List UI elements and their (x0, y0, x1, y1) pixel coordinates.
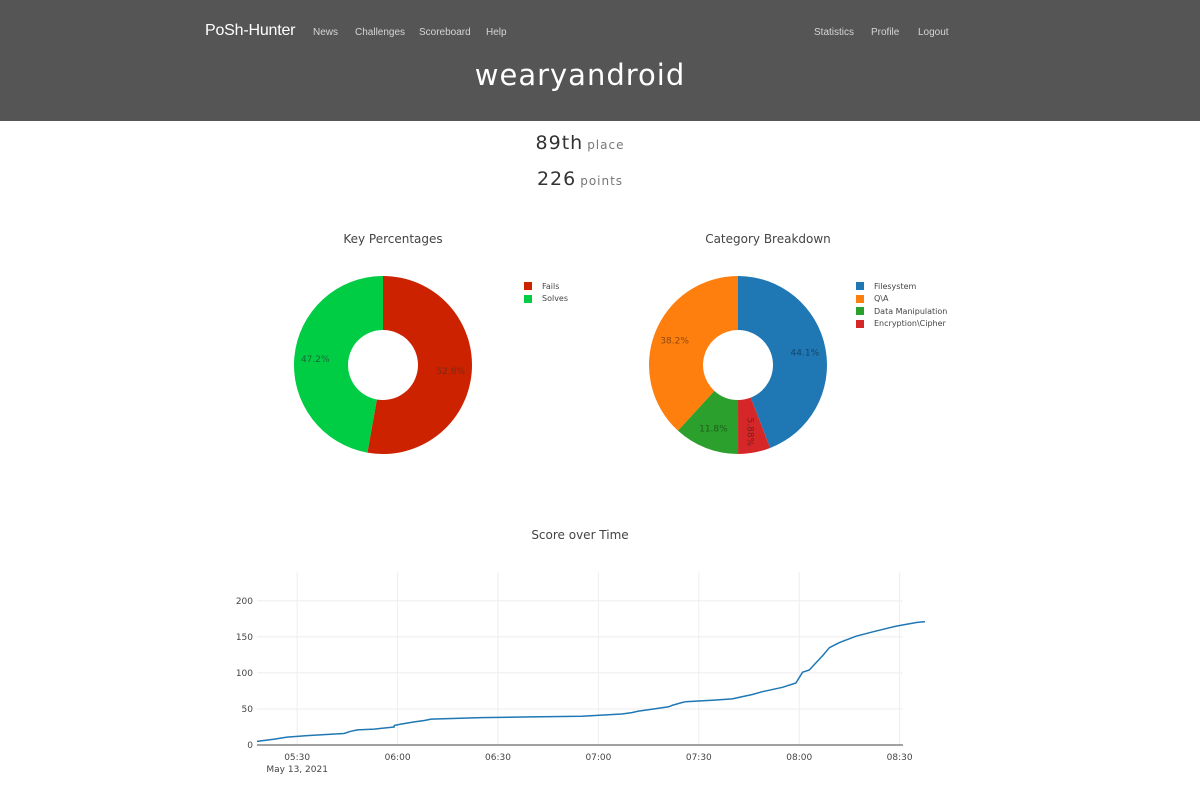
x-tick-label: 06:00 (385, 753, 411, 763)
pie-label-fails: 52.8% (436, 367, 465, 377)
y-tick-label: 200 (236, 597, 253, 607)
x-tick-label: 07:30 (686, 753, 712, 763)
score-over-time-chart: 0 50 100 150 200 05:30 06:00 06:30 07:00 07:30 08:… (236, 572, 925, 775)
navbar: PoSh-Hunter News Challenges Scoreboard H… (0, 0, 1200, 121)
legend-item-solves[interactable]: Solves (524, 293, 568, 306)
x-tick-label: 08:00 (786, 753, 812, 763)
pie-slice-q-a[interactable] (649, 276, 738, 431)
x-tick-label: 06:30 (485, 753, 511, 763)
pie-slice-filesystem[interactable] (738, 276, 827, 448)
points-label: points (580, 174, 624, 188)
legend-item-filesystem[interactable]: Filesystem (856, 280, 947, 293)
legend-item-data-manipulation[interactable]: Data Manipulation (856, 305, 947, 318)
pie-label-data-manipulation: 11.8% (699, 424, 728, 434)
nav-challenges[interactable]: Challenges (355, 27, 406, 38)
pie-slice-encryption-cipher[interactable] (738, 397, 771, 454)
pie-slice-solves[interactable] (294, 276, 383, 453)
legend-item-encryption[interactable]: Encryption\Cipher (856, 318, 947, 331)
key-percentages-chart: 52.8% 47.2% (294, 276, 473, 454)
legend-item-fails[interactable]: Fails (524, 280, 568, 293)
pie-label-filesystem: 44.1% (791, 348, 820, 358)
legend-label-data-manipulation: Data Manipulation (874, 306, 948, 316)
y-tick-label: 50 (242, 705, 254, 715)
legend-swatch-solves (524, 294, 532, 303)
points-stat: 226 points (0, 168, 1160, 190)
legend-label-qa: Q\A (874, 294, 889, 304)
score-line[interactable] (256, 582, 925, 743)
category-breakdown-title: Category Breakdown (705, 232, 831, 246)
legend-swatch-qa (856, 294, 864, 303)
pie-slice-data-manipulation[interactable] (677, 390, 739, 454)
nav-help[interactable]: Help (486, 27, 507, 38)
key-percentages-legend: Fails Solves (524, 280, 568, 305)
place-stat: 89th place (0, 132, 1160, 154)
key-percentages-title: Key Percentages (343, 232, 443, 246)
pie-label-q-a: 38.2% (660, 336, 689, 346)
legend-swatch-encryption (856, 319, 864, 328)
legend-label-filesystem: Filesystem (874, 281, 917, 291)
nav-statistics[interactable]: Statistics (814, 27, 855, 38)
score-over-time-title: Score over Time (531, 528, 629, 542)
legend-swatch-data-manipulation (856, 307, 864, 316)
brand-link[interactable]: PoSh-Hunter (205, 22, 296, 39)
x-date-label: May 13, 2021 (266, 765, 328, 775)
nav-logout[interactable]: Logout (918, 27, 949, 38)
y-tick-label: 150 (236, 633, 253, 643)
nav-profile[interactable]: Profile (871, 27, 900, 38)
pie-label-encryption-cipher: 5.88% (745, 418, 755, 447)
profile-username: wearyandroid (474, 58, 686, 92)
legend-label-encryption: Encryption\Cipher (874, 319, 946, 329)
nav-news[interactable]: News (313, 27, 339, 38)
nav-scoreboard[interactable]: Scoreboard (419, 27, 471, 38)
points-value: 226 (536, 168, 577, 190)
place-value: 89th (535, 132, 584, 154)
y-tick-label: 0 (247, 741, 253, 751)
legend-label-solves: Solves (542, 294, 569, 304)
x-tick-label: 07:00 (585, 753, 611, 763)
legend-label-fails: Fails (542, 281, 560, 291)
legend-swatch-fails (524, 282, 532, 291)
category-breakdown-legend: Filesystem Q\A Data Manipulation Encrypt… (856, 280, 947, 330)
x-tick-label: 05:30 (284, 753, 310, 763)
pie-label-solves: 47.2% (301, 355, 330, 365)
x-tick-label: 08:30 (887, 753, 913, 763)
y-tick-label: 100 (236, 669, 253, 679)
legend-swatch-filesystem (856, 282, 864, 291)
legend-item-qa[interactable]: Q\A (856, 293, 947, 306)
category-breakdown-chart: 44.1% 5.88% 11.8% 38.2% (649, 276, 827, 454)
place-label: place (587, 138, 625, 152)
pie-slice-fails[interactable] (367, 276, 473, 454)
